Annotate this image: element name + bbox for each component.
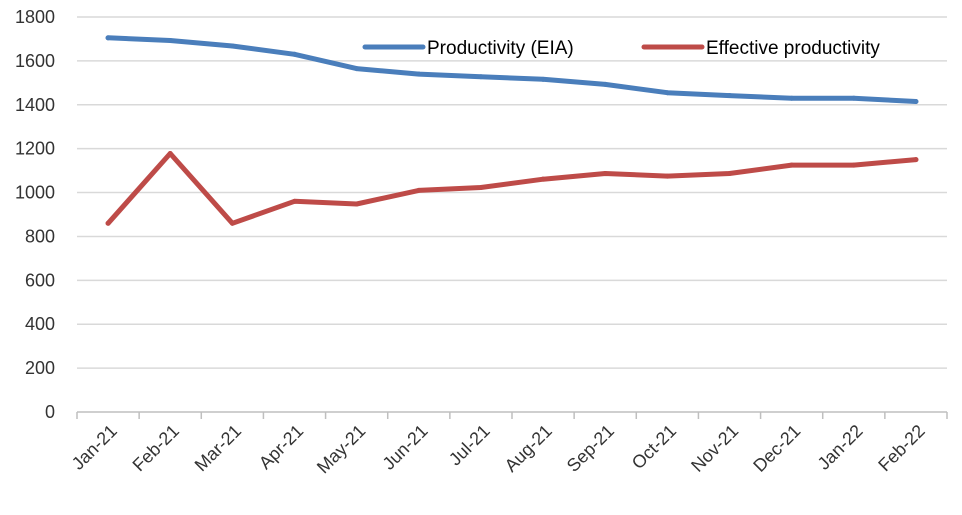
y-tick-label: 1400 — [15, 95, 55, 115]
y-tick-label: 1600 — [15, 51, 55, 71]
x-tick-label: Apr-21 — [255, 421, 307, 473]
data-point — [789, 95, 795, 101]
data-point — [229, 43, 235, 49]
legend: Productivity (EIA) Effective productivity — [362, 38, 880, 59]
data-point — [478, 74, 484, 80]
x-tick-label: Feb-21 — [129, 421, 183, 475]
series-line-2 — [105, 151, 919, 226]
x-tick-label: Dec-21 — [749, 421, 804, 476]
data-point — [602, 81, 608, 87]
gridlines — [77, 16, 947, 369]
data-point — [727, 93, 732, 99]
y-tick-label: 200 — [25, 358, 55, 378]
data-point — [416, 71, 422, 77]
legend-label: Productivity (EIA) — [427, 38, 574, 59]
x-tick-label: May-21 — [313, 421, 370, 478]
data-point — [913, 98, 919, 104]
data-point — [167, 150, 173, 156]
y-axis-tick-labels: 0 200 400 600 800 1000 1200 1400 1600 1800 — [15, 7, 55, 422]
data-point — [478, 185, 484, 191]
data-point — [354, 201, 360, 207]
data-point — [229, 220, 235, 226]
data-point — [540, 76, 546, 82]
x-tick-label: Jun-21 — [379, 421, 432, 474]
y-tick-label: 400 — [25, 314, 55, 334]
y-tick-label: 0 — [45, 402, 55, 422]
y-tick-label: 1000 — [15, 183, 55, 203]
y-tick-label: 800 — [25, 226, 55, 246]
data-point — [602, 170, 608, 176]
series-lines — [105, 35, 919, 226]
data-point — [416, 187, 422, 193]
data-point — [354, 66, 360, 72]
data-point — [851, 162, 857, 168]
x-tick-label: Feb-22 — [874, 421, 928, 475]
data-point — [105, 220, 111, 226]
series-line-1 — [105, 35, 919, 104]
data-point — [851, 95, 857, 101]
data-point — [292, 198, 297, 204]
data-point — [727, 170, 732, 176]
data-point — [105, 35, 111, 41]
x-tick-label: Nov-21 — [687, 421, 742, 476]
data-point — [664, 173, 670, 179]
x-tick-label: Jul-21 — [445, 421, 494, 470]
y-tick-label: 600 — [25, 270, 55, 290]
x-tick-label: Jan-22 — [814, 421, 867, 474]
x-tick-label: Oct-21 — [628, 421, 680, 473]
y-tick-label: 1800 — [15, 7, 55, 27]
x-tick-label: Mar-21 — [191, 421, 245, 475]
data-point — [540, 176, 546, 182]
data-point — [664, 90, 670, 96]
data-point — [913, 157, 919, 163]
x-axis-tick-marks — [76, 412, 948, 419]
legend-label: Effective productivity — [706, 38, 880, 59]
data-point — [292, 51, 297, 57]
data-point — [789, 162, 795, 168]
x-axis-tick-labels: Jan-21 Feb-21 Mar-21 Apr-21 May-21 Jun-21 Jul-… — [68, 421, 929, 478]
x-tick-label: Aug-21 — [501, 421, 556, 476]
data-point — [167, 37, 173, 43]
x-tick-label: Sep-21 — [563, 421, 618, 476]
x-tick-label: Jan-21 — [68, 421, 121, 474]
y-tick-label: 1200 — [15, 139, 55, 159]
